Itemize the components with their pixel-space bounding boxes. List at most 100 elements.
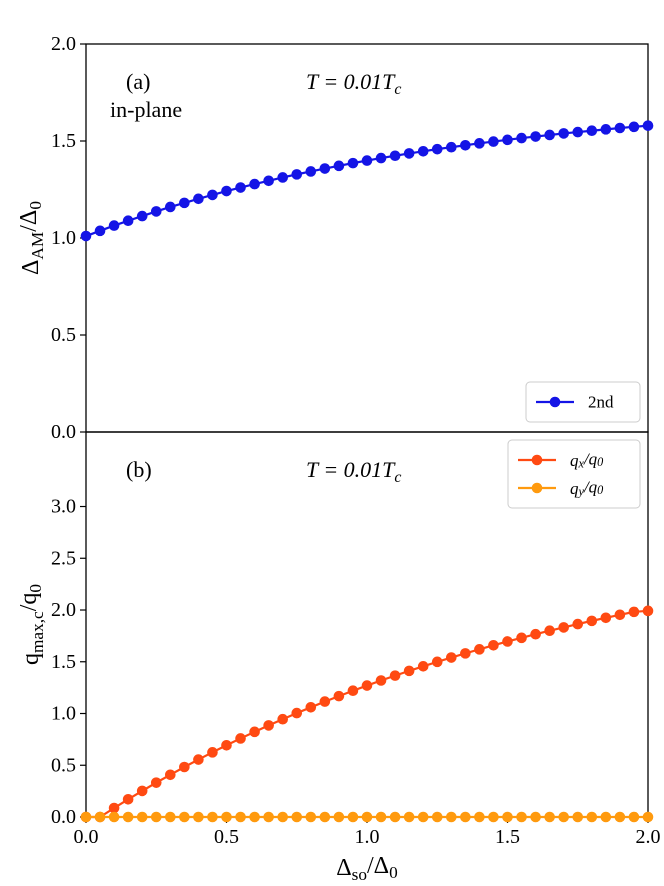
data-point <box>530 628 541 640</box>
x-tick-label: 0.5 <box>214 826 239 848</box>
y-axis-label-part: max,c <box>28 611 47 653</box>
data-point <box>474 644 485 655</box>
data-point <box>431 143 443 155</box>
data-point <box>502 811 513 823</box>
y-tick-label: 0.0 <box>51 421 76 443</box>
panel-title-part: c <box>394 469 401 486</box>
y-tick-label: 1.5 <box>51 130 76 152</box>
y-tick-label: 2.0 <box>51 599 76 621</box>
data-point <box>516 132 527 144</box>
data-point <box>417 661 429 672</box>
data-point <box>614 609 626 621</box>
panel-title-part: c <box>394 81 401 98</box>
legend-label-part: y <box>577 485 585 499</box>
x-tick-label: 2.0 <box>636 826 661 848</box>
data-point <box>361 680 373 691</box>
panel-title: T = 0.01Tc <box>306 457 401 486</box>
y-tick-label: 0.0 <box>51 806 76 828</box>
data-point <box>277 713 289 725</box>
data-point <box>375 675 387 686</box>
data-point <box>642 120 654 131</box>
y-axis-label-part: 0 <box>26 201 45 210</box>
y-axis-label-part: Δ <box>18 260 44 275</box>
legend-label-part: /q <box>583 449 598 468</box>
data-point <box>614 811 626 823</box>
data-point <box>389 670 401 681</box>
legend-label: qx/q0 <box>570 449 603 471</box>
y-tick-label: 1.5 <box>51 651 76 673</box>
data-point <box>122 794 134 805</box>
data-point <box>403 811 415 823</box>
data-point <box>403 148 415 159</box>
data-point <box>207 747 218 758</box>
legend-marker <box>531 482 543 494</box>
legend-label-part: 0 <box>597 455 603 469</box>
legend-label-part: x <box>578 457 585 471</box>
legend-marker <box>531 454 543 466</box>
data-point <box>319 163 331 174</box>
data-point <box>389 150 401 162</box>
data-point <box>249 811 260 823</box>
data-point <box>193 193 204 205</box>
data-point <box>586 615 598 627</box>
data-point <box>474 138 485 149</box>
x-axis-label-part: 0 <box>389 863 398 882</box>
data-point <box>558 811 569 823</box>
y-tick-label: 1.0 <box>51 227 76 249</box>
data-point <box>347 157 359 169</box>
data-point <box>221 185 232 197</box>
data-point <box>628 811 640 823</box>
data-point <box>403 665 415 677</box>
data-point <box>108 811 120 823</box>
data-point <box>446 141 457 153</box>
data-point <box>446 811 457 823</box>
data-point <box>361 811 373 823</box>
data-point <box>572 618 584 630</box>
data-point <box>150 777 162 788</box>
series-line <box>86 609 649 819</box>
data-point <box>207 811 218 823</box>
legend-label: 2nd <box>588 393 614 412</box>
data-point <box>291 707 303 719</box>
y-axis-label-part: AM <box>28 232 47 260</box>
data-point <box>488 811 499 823</box>
data-point <box>460 139 471 151</box>
data-point <box>165 811 176 823</box>
y-tick-label: 0.5 <box>51 324 76 346</box>
data-point <box>305 166 317 177</box>
legend-box <box>525 381 641 423</box>
data-point <box>122 215 134 227</box>
data-point <box>235 811 246 823</box>
data-point <box>221 811 232 823</box>
data-point <box>474 811 485 823</box>
data-point <box>319 811 331 823</box>
panel-label: (b) <box>126 457 152 482</box>
data-point <box>291 169 303 180</box>
data-point <box>333 160 345 172</box>
data-point <box>263 720 274 731</box>
legend-label-part: q <box>570 479 579 498</box>
data-point <box>375 152 387 164</box>
data-point <box>460 648 471 659</box>
panel-title-part: T = 0.01T <box>306 69 396 94</box>
y-axis-label-part: /q <box>16 593 42 612</box>
y-tick-label: 2.0 <box>51 33 76 55</box>
data-point <box>179 761 190 773</box>
data-point <box>544 625 555 637</box>
data-point <box>361 155 373 166</box>
series-line <box>85 124 649 238</box>
y-tick-label: 1.0 <box>51 703 76 725</box>
y-axis-label-part: q <box>18 653 44 665</box>
data-point <box>417 145 429 157</box>
legend-label-part: 0 <box>597 483 603 497</box>
data-point <box>446 652 457 663</box>
data-point <box>207 189 218 201</box>
data-point <box>333 690 345 702</box>
legend-label: qy/q0 <box>570 477 603 499</box>
data-point <box>558 622 569 633</box>
data-point <box>488 640 499 651</box>
data-point <box>80 811 92 823</box>
data-point <box>642 605 654 617</box>
x-axis-label-part: /Δ <box>367 853 389 879</box>
